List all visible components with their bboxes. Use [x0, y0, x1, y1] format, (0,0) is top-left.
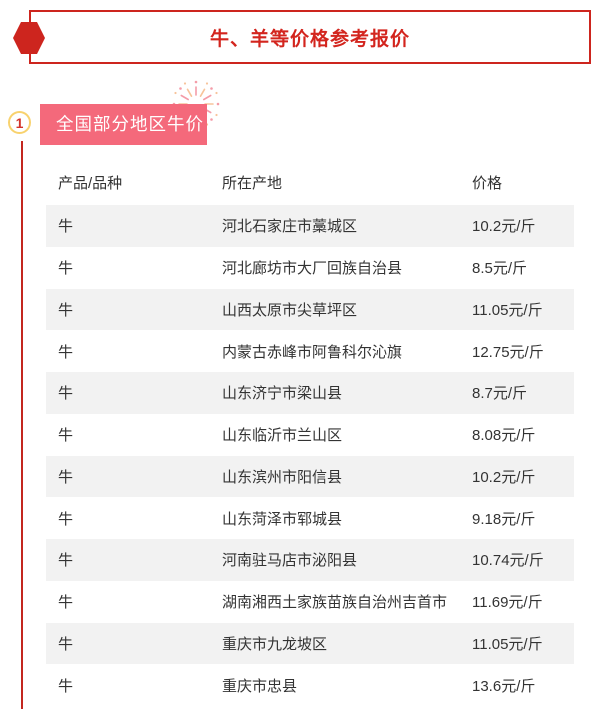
cell-product: 牛 — [58, 385, 74, 403]
cell-price: 11.69元/斤 — [472, 594, 543, 612]
cell-product: 牛 — [58, 635, 74, 653]
table-row: 牛 山东滨州市阳信县 10.2元/斤 — [46, 455, 574, 498]
cell-location: 河南驻马店市泌阳县 — [222, 552, 358, 570]
table-row: 牛 山西太原市尖草坪区 11.05元/斤 — [46, 288, 574, 331]
cell-product: 牛 — [58, 260, 74, 278]
cell-location: 重庆市忠县 — [222, 677, 298, 695]
cell-location: 山东济宁市梁山县 — [222, 385, 343, 403]
cell-location: 山东临沂市兰山区 — [222, 427, 343, 445]
cell-product: 牛 — [58, 677, 74, 695]
table-row: 牛 山东济宁市梁山县 8.7元/斤 — [46, 372, 574, 414]
cell-product: 牛 — [58, 427, 74, 445]
banner: 牛、羊等价格参考报价 — [29, 10, 591, 64]
table-row: 牛 河北廊坊市大厂回族自治县 8.5元/斤 — [46, 247, 574, 289]
table-row: 牛 河北石家庄市藁城区 10.2元/斤 — [46, 205, 574, 247]
table-header-row: 产品/品种 所在产地 价格 — [46, 160, 574, 205]
cell-price: 10.74元/斤 — [472, 552, 544, 570]
cell-location: 河北廊坊市大厂回族自治县 — [222, 260, 403, 278]
cell-price: 10.2元/斤 — [472, 218, 536, 236]
cell-location: 内蒙古赤峰市阿鲁科尔沁旗 — [222, 343, 403, 361]
cell-product: 牛 — [58, 594, 74, 612]
cell-price: 10.2元/斤 — [472, 468, 536, 486]
cell-location: 重庆市九龙坡区 — [222, 635, 328, 653]
table-row: 牛 河南驻马店市泌阳县 10.74元/斤 — [46, 539, 574, 581]
table-row: 牛 重庆市九龙坡区 11.05元/斤 — [46, 622, 574, 665]
section-number-badge: 1 — [8, 111, 31, 134]
cell-product: 牛 — [58, 552, 74, 570]
column-header-location: 所在产地 — [222, 175, 283, 192]
page-title: 牛、羊等价格参考报价 — [209, 28, 410, 50]
price-table: 产品/品种 所在产地 价格 牛河北石家庄市藁城区 10.2元/斤牛河北廊坊市大厂回… — [46, 160, 574, 706]
table-row: 牛 山东临沂市兰山区 8.08元/斤 — [46, 414, 574, 456]
table-row: 牛 湖南湘西土家族苗族自治州吉首市 11.69元/斤 — [46, 581, 574, 623]
section-title-badge: 全国部分地区牛价 — [40, 104, 207, 145]
cell-price: 12.75元/斤 — [472, 343, 544, 361]
cell-price: 8.08元/斤 — [472, 427, 536, 445]
cell-location: 山东菏泽市郓城县 — [222, 510, 343, 528]
price-table-body: 牛河北石家庄市藁城区 10.2元/斤牛河北廊坊市大厂回族自治县 8.5元/斤牛山西太… — [46, 205, 574, 706]
cell-location: 河北石家庄市藁城区 — [222, 218, 358, 236]
column-header-price: 价格 — [472, 175, 503, 192]
column-header-product: 产品/品种 — [58, 175, 123, 192]
section-vertical-line — [21, 141, 23, 709]
cell-price: 8.5元/斤 — [472, 260, 528, 278]
section-number: 1 — [15, 114, 24, 131]
cell-location: 山东滨州市阳信县 — [222, 468, 343, 486]
table-row: 牛 内蒙古赤峰市阿鲁科尔沁旗 12.75元/斤 — [46, 330, 574, 372]
cell-price: 9.18元/斤 — [472, 510, 536, 528]
cell-location: 湖南湘西土家族苗族自治州吉首市 — [222, 594, 448, 612]
cell-product: 牛 — [58, 301, 74, 319]
cell-price: 11.05元/斤 — [472, 301, 543, 319]
cell-product: 牛 — [58, 343, 74, 361]
cell-product: 牛 — [58, 218, 74, 236]
table-row: 牛 山东菏泽市郓城县 9.18元/斤 — [46, 497, 574, 539]
cell-price: 11.05元/斤 — [472, 635, 543, 653]
cell-price: 8.7元/斤 — [472, 385, 528, 403]
cell-product: 牛 — [58, 468, 74, 486]
section-title: 全国部分地区牛价 — [56, 114, 204, 134]
cell-price: 13.6元/斤 — [472, 677, 536, 695]
table-row: 牛 重庆市忠县 13.6元/斤 — [46, 664, 574, 706]
cell-location: 山西太原市尖草坪区 — [222, 301, 358, 319]
cell-product: 牛 — [58, 510, 74, 528]
